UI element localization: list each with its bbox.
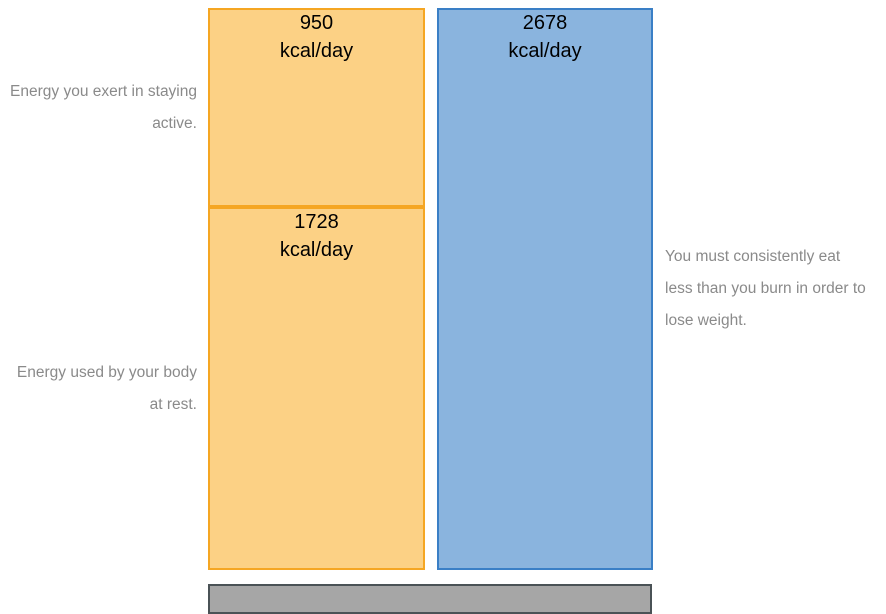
segment-note: You must consistently eat less than you … xyxy=(665,248,866,329)
value-label: 2678 xyxy=(522,12,568,34)
value-label: 950 xyxy=(299,12,334,34)
bar-segment: 2678 kcal/day xyxy=(437,8,653,570)
segment-note: Energy you exert in staying active. xyxy=(10,82,197,132)
unit-label: kcal/day xyxy=(279,40,354,62)
segment-note: Energy used by your body at rest. xyxy=(16,363,197,413)
page: 1728 kcal/day Energy used by your body at … xyxy=(10,8,866,614)
bar-segment: 1728 kcal/day xyxy=(208,207,425,570)
bar-segment: 950 kcal/day xyxy=(208,8,425,208)
unit-label: kcal/day xyxy=(279,239,354,262)
base-panel xyxy=(208,584,652,614)
unit-label: kcal/day xyxy=(508,40,582,62)
value-label: 1728 xyxy=(294,211,339,234)
